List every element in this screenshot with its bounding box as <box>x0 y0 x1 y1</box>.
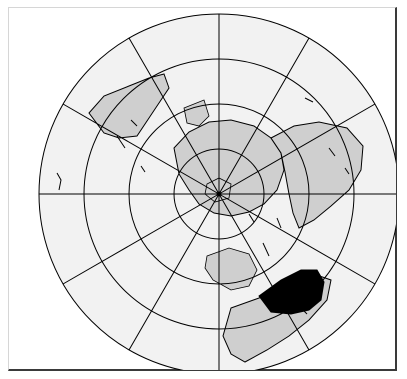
highlighted-region <box>258 269 325 315</box>
australia-land <box>204 247 258 291</box>
island-fragments <box>56 97 350 315</box>
pole-marker <box>216 191 222 197</box>
greenland-land <box>183 99 210 127</box>
north-america-land <box>88 73 170 139</box>
map-frame <box>8 7 397 371</box>
polar-map <box>38 13 396 370</box>
africa-land <box>270 121 364 229</box>
meridian-lines <box>39 14 396 370</box>
eurasia-land <box>173 119 285 217</box>
